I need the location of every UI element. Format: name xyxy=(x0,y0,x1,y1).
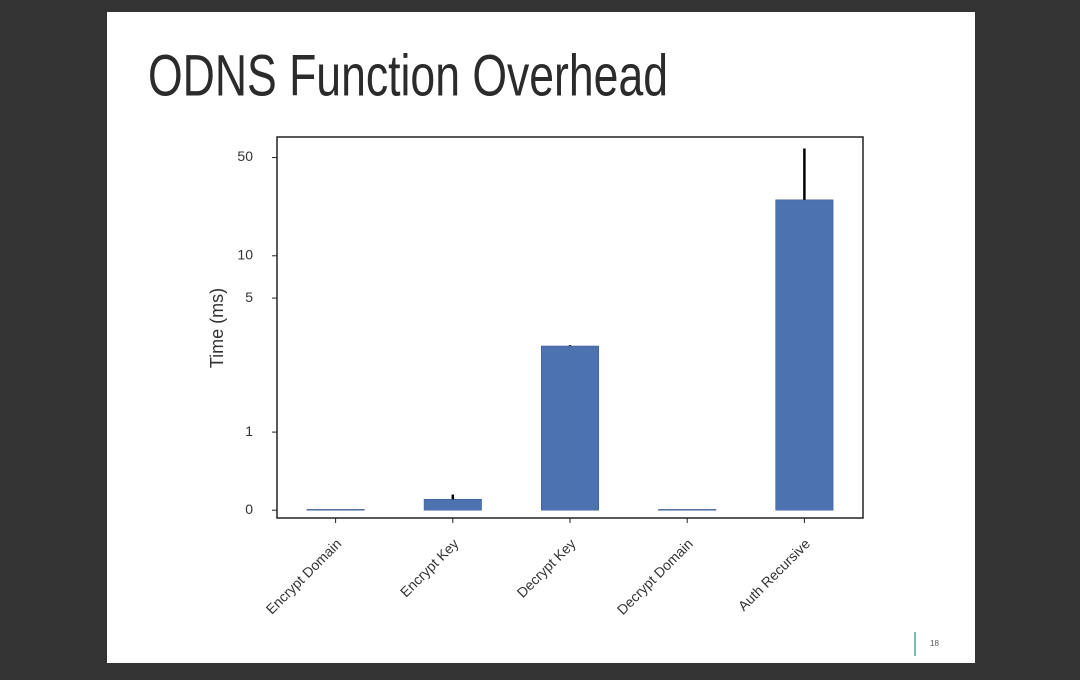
page-number: 18 xyxy=(930,639,939,648)
y-tick-label: 1 xyxy=(245,423,253,439)
y-tick-label: 5 xyxy=(245,289,253,305)
y-tick-label: 50 xyxy=(237,148,253,164)
slide-title: ODNS Function Overhead xyxy=(148,43,668,108)
bar xyxy=(540,345,600,511)
bar xyxy=(775,199,834,511)
bar xyxy=(658,509,717,511)
y-tick-label: 0 xyxy=(245,501,253,517)
y-axis-label: Time (ms) xyxy=(207,288,227,368)
y-tick-label: 10 xyxy=(237,246,253,262)
bar xyxy=(423,498,482,511)
bar xyxy=(306,509,365,511)
